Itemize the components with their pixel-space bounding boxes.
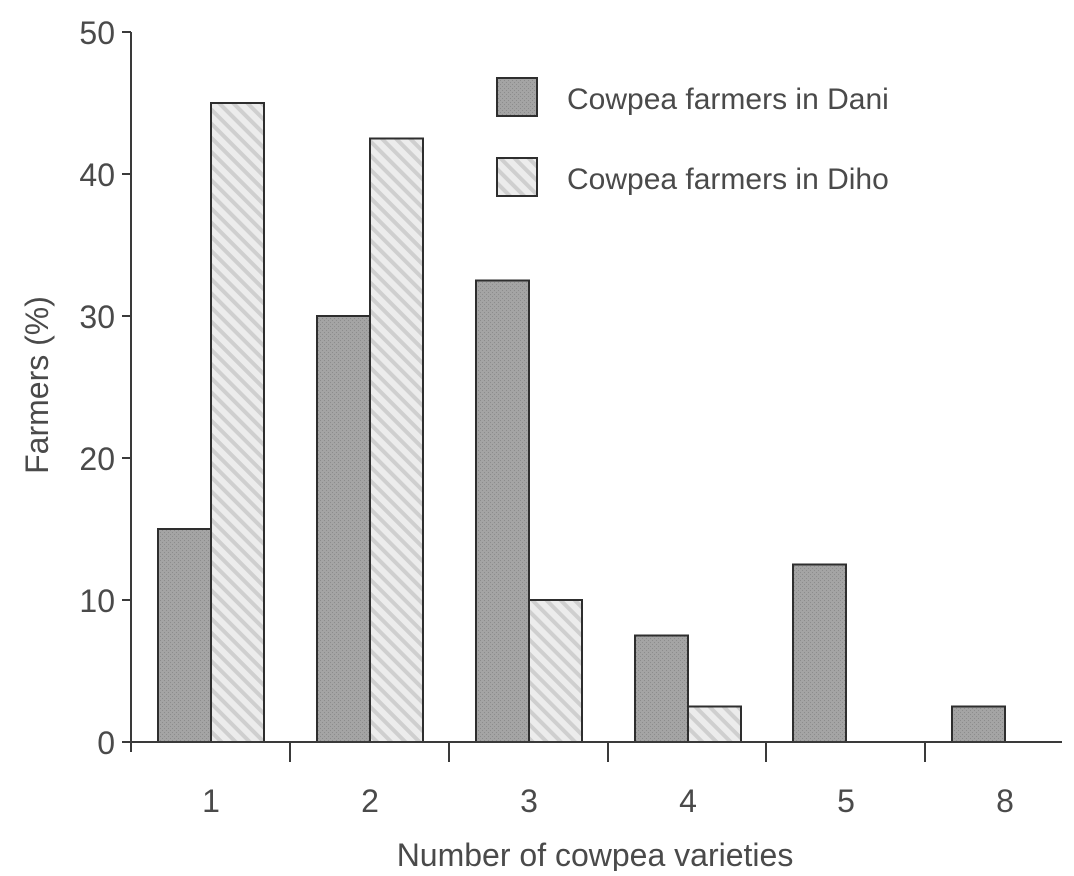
legend-swatch-diho: [496, 157, 538, 197]
legend-swatch-dani: [496, 77, 538, 117]
x-tick-label: 8: [996, 783, 1014, 819]
legend-label-diho: Cowpea farmers in Diho: [567, 163, 889, 196]
plot-area: [157, 102, 1006, 743]
axes: 0 10 20 30 40 50 1 2 3 4 5 8: [79, 15, 1062, 819]
bar-diho-4: [687, 705, 742, 743]
bar-diho-2: [369, 137, 424, 743]
y-axis-label: Farmers (%): [19, 296, 55, 474]
bar-dani-3: [475, 279, 530, 743]
bar-dani-1: [157, 528, 212, 743]
bar-diho-1: [210, 102, 265, 743]
y-tick-label: 0: [97, 725, 115, 761]
y-tick-label: 50: [79, 15, 115, 51]
y-tick-label: 10: [79, 583, 115, 619]
bar-diho-3: [528, 599, 583, 743]
x-tick-label: 5: [837, 783, 855, 819]
bar-dani-2: [316, 315, 371, 743]
bar-dani-5: [792, 563, 847, 743]
x-axis-label: Number of cowpea varieties: [397, 837, 794, 871]
y-tick-label: 30: [79, 299, 115, 335]
bar-dani-4: [634, 634, 689, 743]
bar-dani-8: [951, 705, 1006, 743]
y-tick-label: 40: [79, 157, 115, 193]
x-tick-label: 4: [679, 783, 697, 819]
x-tick-label: 2: [361, 783, 379, 819]
x-tick-label: 3: [520, 783, 538, 819]
legend: Cowpea farmers in Dani Cowpea farmers in …: [496, 77, 889, 197]
y-tick-label: 20: [79, 441, 115, 477]
legend-label-dani: Cowpea farmers in Dani: [567, 83, 889, 116]
x-tick-label: 1: [202, 783, 220, 819]
